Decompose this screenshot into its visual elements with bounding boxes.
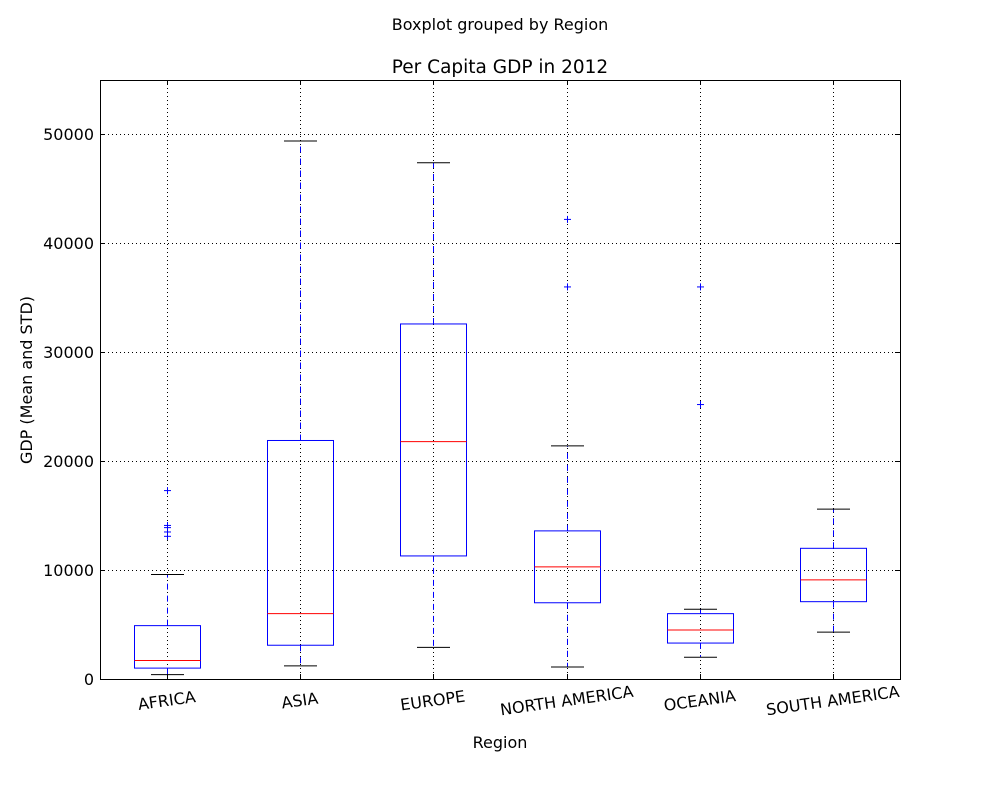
- y-tick-label: 10000: [43, 561, 94, 580]
- y-tick-label: 20000: [43, 452, 94, 471]
- chart-suptitle: Boxplot grouped by Region: [392, 15, 609, 34]
- box-series: [134, 140, 867, 676]
- x-axis-label: Region: [473, 733, 528, 752]
- y-axis-label: GDP (Mean and STD): [17, 296, 36, 464]
- y-tick-label: 40000: [43, 234, 94, 253]
- box-iqr: [267, 439, 334, 646]
- y-tick-label: 30000: [43, 343, 94, 362]
- outlier-point: [697, 283, 704, 291]
- x-tick-label: ASIA: [280, 689, 319, 713]
- x-tick-label: EUROPE: [399, 687, 466, 715]
- outlier-point: [164, 487, 171, 495]
- chart-title: Per Capita GDP in 2012: [392, 57, 608, 78]
- box-iqr: [800, 547, 867, 603]
- x-tick-label: AFRICA: [137, 687, 197, 714]
- x-tick-label: OCEANIA: [663, 686, 737, 715]
- x-tick-label: SOUTH AMERICA: [765, 682, 901, 719]
- outlier-point: [564, 215, 571, 223]
- outlier-point: [697, 401, 704, 409]
- box-iqr: [134, 625, 201, 669]
- plot-frame: [100, 80, 901, 680]
- outlier-point: [564, 283, 571, 291]
- outlier-point: [164, 521, 171, 529]
- y-tick-label: 50000: [43, 125, 94, 144]
- box-iqr: [667, 613, 734, 644]
- grid-lines: [100, 80, 900, 679]
- box-iqr: [400, 323, 467, 557]
- y-tick-label: 0: [84, 670, 94, 689]
- x-tick-label: NORTH AMERICA: [499, 682, 635, 720]
- axis-ticks: 0 10000 20000 30000 40000 50000 AFRICA ASIA EURO…: [43, 80, 901, 720]
